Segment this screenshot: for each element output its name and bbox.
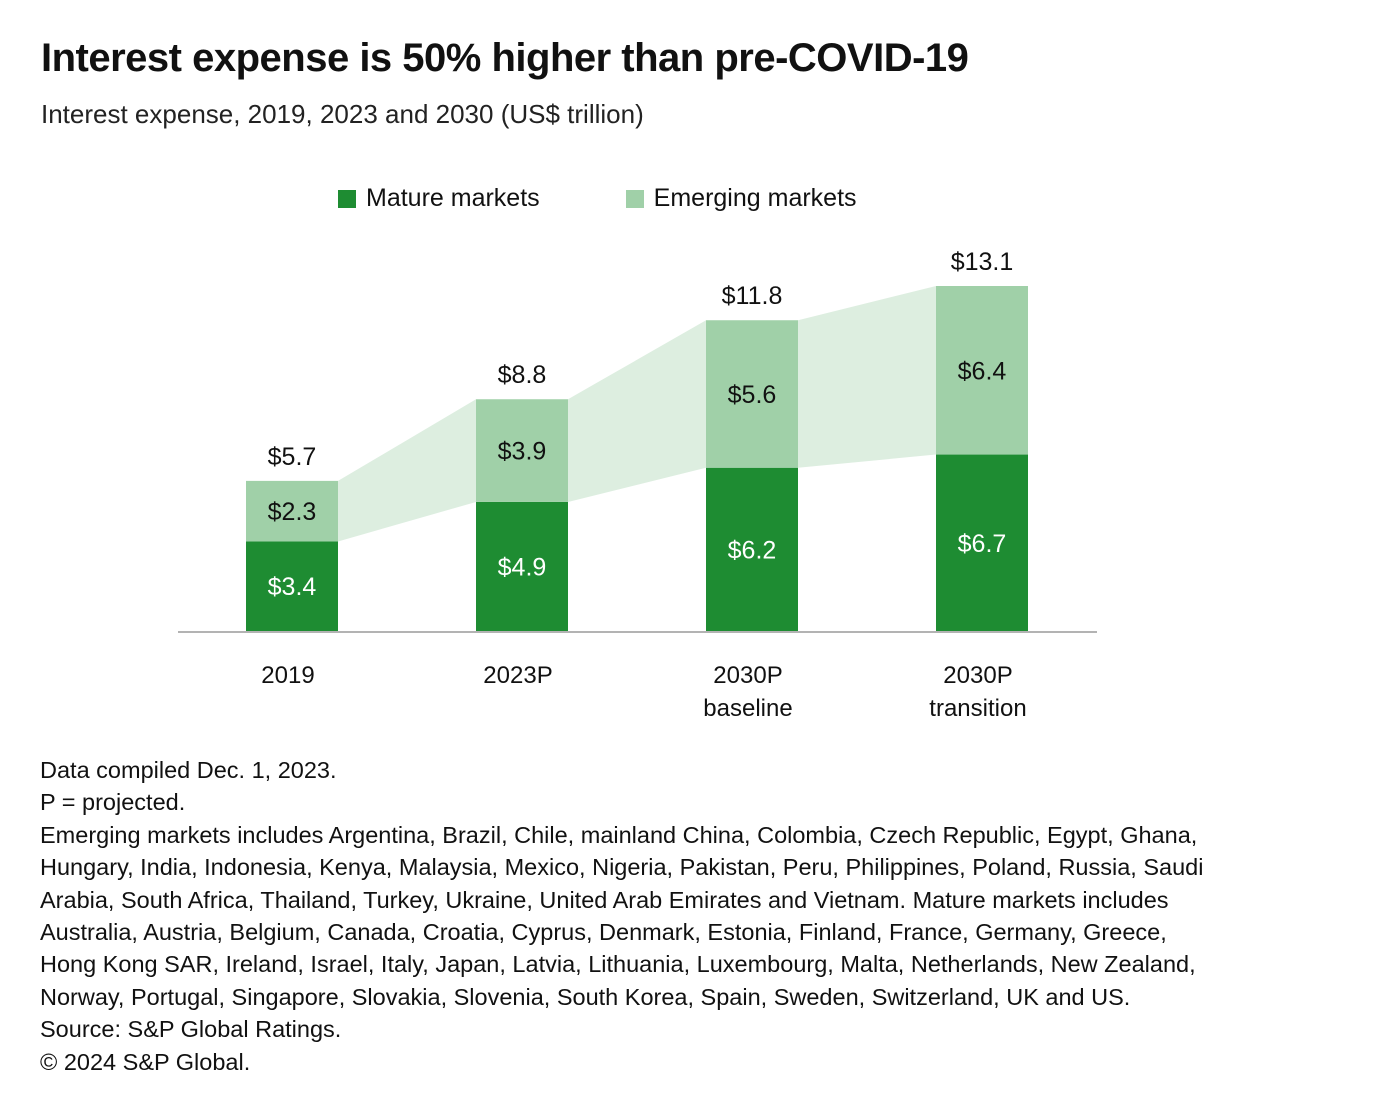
chart-notes: Data compiled Dec. 1, 2023. P = projected… [40,754,1370,1078]
bar-emerging [476,399,568,502]
bar-mature [706,467,798,631]
connector-band [568,320,706,502]
note-line: © 2024 S&P Global. [40,1048,251,1075]
note-line: Hong Kong SAR, Ireland, Israel, Italy, J… [40,951,1196,978]
note-line: Source: S&P Global Ratings. [40,1016,342,1043]
note-line: Emerging markets includes Argentina, Bra… [40,821,1198,848]
note-line: Data compiled Dec. 1, 2023. [40,757,337,783]
legend-item-emerging: Emerging markets [625,184,857,213]
x-tick-label: 2023P [483,662,552,689]
note-line: Australia, Austria, Belgium, Canada, Cro… [40,919,1167,946]
data-label-total: $8.8 [498,361,547,389]
note-line: Norway, Portugal, Singapore, Slovakia, S… [40,983,1131,1010]
connector-band [798,286,936,468]
data-label-emerging: $2.3 [268,498,317,526]
legend-swatch-emerging [625,189,644,208]
stacked-bar-chart: $3.4 $2.3 $5.7 2019 $4.9 $3.9 $8.8 2023P $6.2 $5.… [178,248,1097,722]
note-line: Arabia, South Africa, Thailand, Turkey, … [40,886,1169,913]
data-label-emerging: $6.4 [958,357,1007,385]
legend-label-emerging: Emerging markets [653,184,857,212]
data-label-mature: $6.7 [958,530,1007,558]
x-tick-label: transition [929,695,1026,722]
legend: Mature markets Emerging markets [338,184,857,213]
x-tick-label: baseline [703,695,792,722]
connector-band [338,399,476,542]
data-label-mature: $6.2 [728,536,777,564]
x-tick-label: 2030P [943,662,1012,689]
data-label-total: $11.8 [722,282,783,310]
data-label-mature: $4.9 [498,553,547,581]
bar-emerging [246,480,338,542]
chart-subtitle: Interest expense, 2019, 2023 and 2030 (U… [41,99,644,129]
data-label-emerging: $5.6 [728,381,777,409]
legend-label-mature: Mature markets [366,184,540,212]
data-label-total: $5.7 [268,443,317,471]
bar-mature [476,501,568,631]
note-line: P = projected. [40,789,186,816]
x-tick-label: 2019 [261,662,314,689]
legend-item-mature: Mature markets [338,184,540,213]
x-tick-label: 2030P [713,662,782,689]
note-line: Hungary, India, Indonesia, Kenya, Malays… [40,854,1204,881]
data-label-total: $13.1 [951,248,1014,276]
data-label-mature: $3.4 [268,573,317,601]
legend-swatch-mature [338,189,356,208]
chart-title: Interest expense is 50% higher than pre-… [41,36,969,80]
bar-mature [246,541,338,631]
data-label-emerging: $3.9 [498,438,547,466]
bar-mature [936,454,1028,631]
bar-emerging [936,286,1028,455]
bar-emerging [706,320,798,468]
